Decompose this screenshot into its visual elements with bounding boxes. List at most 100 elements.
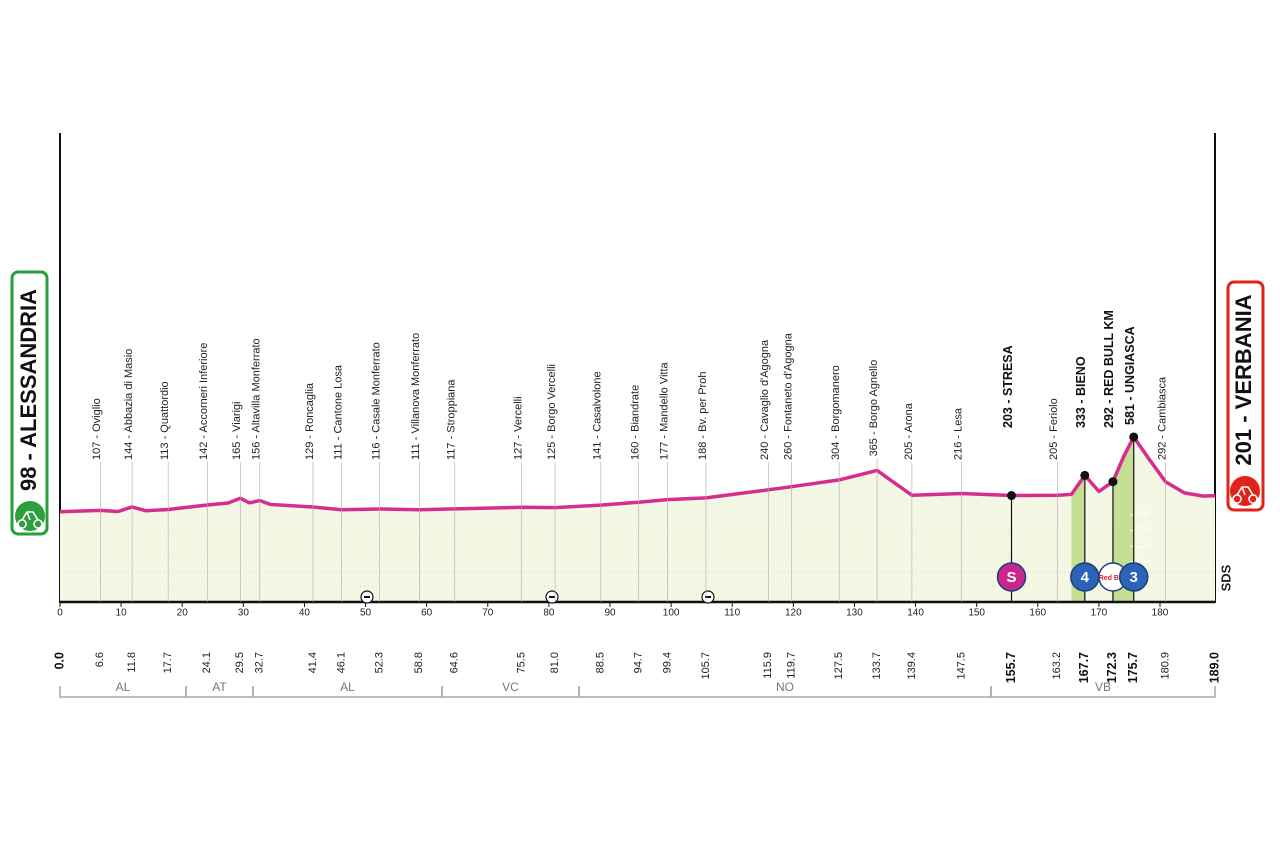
km-label: 180.9 (1159, 652, 1171, 680)
km-label: 94.7 (633, 652, 645, 673)
km-label: 32.7 (254, 652, 266, 673)
waypoint-label: 125 - Borgo Vercelli (546, 364, 558, 460)
waypoint-label: 111 - Cantone Losa (333, 364, 345, 460)
x-tick-label: 160 (1029, 608, 1046, 619)
km-label: 6.6 (94, 652, 106, 667)
waypoint-label: 188 - Bv. per Proh (697, 372, 709, 460)
finish-sign (1226, 280, 1265, 512)
province-label: VC (502, 680, 519, 694)
waypoint-label: 205 - Feriolo (1048, 398, 1060, 460)
climb-icon (1118, 562, 1149, 592)
altitude-label: 100 (1136, 557, 1150, 566)
waypoint-dot (1007, 491, 1016, 501)
x-tick-label: 30 (238, 608, 250, 619)
x-tick-label: 180 (1152, 608, 1169, 619)
waypoint-label: 142 - Accorneri Inferiore (198, 343, 210, 460)
waypoint-label: 203 - STRESA (1001, 345, 1015, 428)
waypoint-label: 216 - Lesa (952, 407, 964, 460)
km-label: 46.1 (336, 652, 348, 673)
x-tick-label: 40 (299, 608, 311, 619)
x-tick-label: 60 (421, 608, 433, 619)
km-label: 17.7 (162, 652, 174, 673)
climb-icon-label: 3 (1130, 569, 1138, 586)
km-label: 58.8 (413, 652, 425, 673)
km-label: 99.4 (661, 652, 673, 673)
waypoint-label: 165 - Viarigi (231, 402, 243, 461)
waypoint-label: 144 - Abbazia di Masio (123, 349, 135, 460)
waypoint-label: 141 - Casalvolone (592, 371, 604, 460)
km-label: 29.5 (234, 652, 246, 673)
waypoint-dot (1129, 432, 1139, 442)
km-label-bold: 0.0 (52, 652, 66, 669)
province-bracket (990, 686, 1216, 698)
climb-icon-label: Red Bull (1099, 575, 1127, 582)
km-label: 127.5 (833, 652, 845, 680)
ground-fill (60, 436, 1215, 602)
waypoint-label: 365 - Borgo Agnello (868, 360, 880, 457)
x-tick-label: 90 (604, 608, 616, 619)
km-label: 11.8 (126, 652, 138, 673)
waypoint-label: 113 - Quattordio (159, 381, 171, 460)
waypoint-label: 160 - Biandrate (630, 385, 642, 460)
waypoint-label: 240 - Cavaglio d'Agogna (759, 339, 771, 460)
km-label: 105.7 (700, 652, 712, 680)
climb-icon-label: S (1006, 569, 1016, 586)
x-tick-label: 120 (785, 608, 802, 619)
province-label: NO (776, 680, 794, 694)
waypoint-label: 156 - Altavilla Monferrato (251, 338, 263, 460)
waypoint-label: 292 - Cambiasca (1156, 376, 1168, 460)
waypoint-label: 127 - Vercelli (512, 396, 524, 460)
altitude-label: 200 (1136, 541, 1150, 550)
waypoint-label: 117 - Stroppiana (446, 379, 458, 460)
finish-icon (1230, 476, 1260, 506)
km-label: 64.6 (449, 652, 461, 673)
start-label: 98 - ALESSANDRIA (16, 289, 41, 491)
x-tick-label: 20 (177, 608, 189, 619)
x-tick-label: 150 (968, 608, 985, 619)
km-label: 147.5 (955, 652, 967, 680)
x-tick-label: 170 (1091, 608, 1108, 619)
km-label: 88.5 (595, 652, 607, 673)
bike-icon (17, 511, 43, 529)
waypoint-label: 129 - Roncaglia (304, 382, 316, 460)
km-label: 115.9 (762, 652, 774, 679)
x-tick-label: 80 (543, 608, 555, 619)
waypoint-label: 304 - Borgomanero (830, 365, 842, 460)
climb-icon-label: 4 (1081, 569, 1090, 586)
x-tick-label: 10 (116, 608, 128, 619)
waypoint-label: 333 - BIENO (1074, 356, 1088, 428)
km-label: 24.1 (201, 652, 213, 673)
waypoint-label: 581 - UNGIASCA (1123, 326, 1137, 425)
province-label: AL (116, 680, 131, 694)
km-label: 41.4 (307, 652, 319, 673)
x-tick-label: 110 (724, 608, 740, 619)
km-label: 52.3 (374, 652, 386, 673)
waypoint-label: 116 - Casale Monferrato (371, 342, 383, 460)
km-label-bold: 155.7 (1004, 652, 1018, 683)
altitude-label: 300 (1136, 526, 1150, 535)
climb-shade (1112, 436, 1134, 602)
x-tick-label: 50 (360, 608, 372, 619)
km-label: 119.7 (785, 652, 797, 679)
altitude-label: 400 (1136, 510, 1150, 519)
km-label: 81.0 (549, 652, 561, 673)
x-tick-label: 100 (663, 608, 680, 619)
province-label: VB (1095, 680, 1111, 694)
waypoint-label: 205 - Arona (903, 402, 915, 460)
waypoint-label: 292 - RED BULL KM (1102, 310, 1116, 428)
km-label: 163.2 (1051, 652, 1063, 680)
waypoint-label: 260 - Fontaneto d'Agogna (782, 332, 794, 460)
km-label-bold: 167.7 (1077, 652, 1091, 683)
waypoint-label: 111 - Villanova Monferrato (410, 333, 422, 460)
waypoint-label: 177 - Mandello Vitta (658, 361, 670, 460)
km-label: 133.7 (871, 652, 883, 680)
km-label-bold: 189.0 (1207, 652, 1221, 683)
sds-mark: SDS (1218, 564, 1233, 591)
start-sign (10, 270, 49, 536)
km-label-bold: 175.7 (1126, 652, 1140, 683)
climb-icon (996, 562, 1027, 592)
waypoint-dot (1080, 470, 1090, 480)
start-icon (15, 501, 45, 531)
waypoint-label: 107 - Oviglio (91, 398, 103, 460)
